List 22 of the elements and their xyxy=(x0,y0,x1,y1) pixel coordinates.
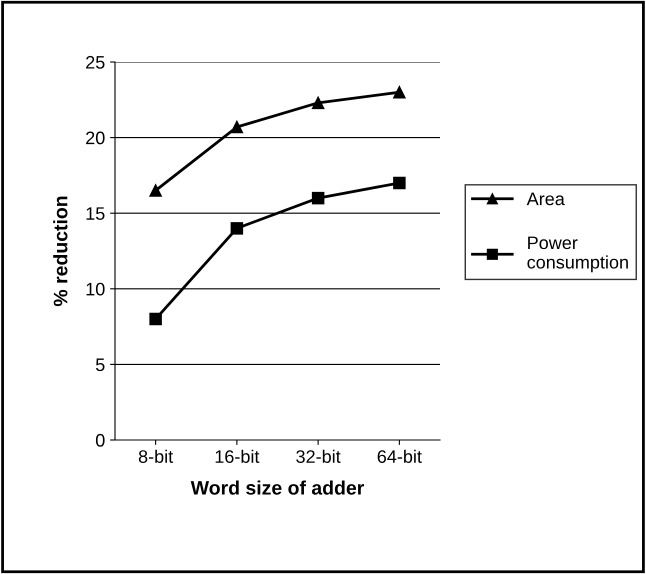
x-tick-label: 8-bit xyxy=(138,450,174,463)
point xyxy=(312,96,324,110)
point xyxy=(230,222,244,235)
y-tick-label: 0 xyxy=(96,434,105,447)
y-tick-label: 5 xyxy=(96,358,105,372)
point xyxy=(230,120,244,134)
y-axis-title: % reduction xyxy=(53,196,68,306)
x-axis-title: Word size of adder xyxy=(190,480,364,495)
point xyxy=(149,184,162,197)
y-tick-label: 25 xyxy=(86,56,105,69)
point xyxy=(393,86,406,98)
legend-label: Power consumption xyxy=(527,236,628,272)
y-tick-label: 15 xyxy=(86,207,105,220)
legend-label: Area xyxy=(526,192,565,206)
x-tick-label: 16-bit xyxy=(216,450,260,463)
x-tick-label: 32-bit xyxy=(296,450,341,463)
y-tick-label: 10 xyxy=(86,282,105,296)
point xyxy=(393,176,406,190)
point xyxy=(312,192,324,204)
x-tick-label: 64-bit xyxy=(378,450,422,463)
y-tick-label: 20 xyxy=(86,132,105,144)
point xyxy=(149,312,162,326)
